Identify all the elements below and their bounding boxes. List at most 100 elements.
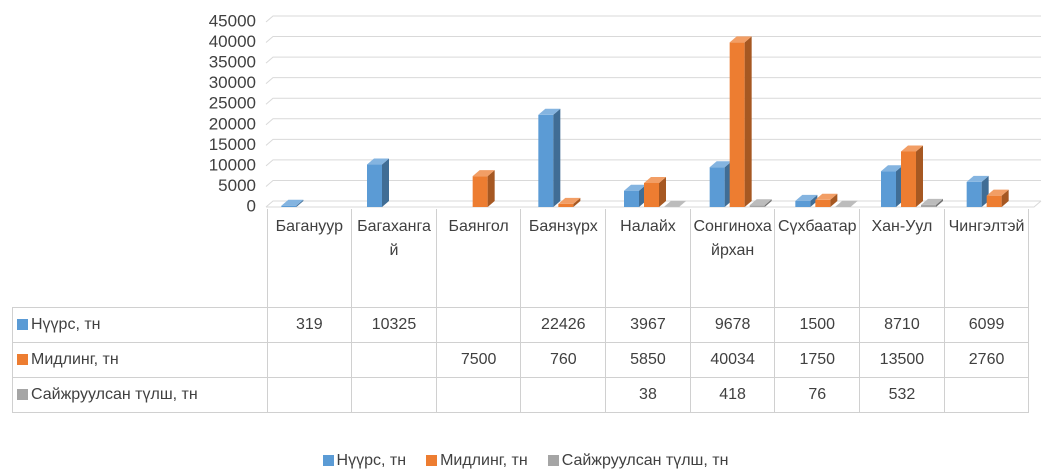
bar [815, 193, 838, 207]
table-cell [435, 377, 522, 413]
bar-side [679, 200, 686, 207]
bar-side [850, 200, 858, 207]
bar-side [659, 176, 666, 207]
table-cell: 3967 [605, 307, 691, 343]
cell-value: 418 [719, 386, 746, 403]
grid-line [265, 179, 1041, 187]
y-tick-label: 5000 [218, 176, 256, 195]
bar-side [916, 145, 923, 207]
bar-top [558, 197, 581, 204]
bar [709, 161, 732, 207]
series-name: Мидлинг, тн [31, 351, 119, 368]
bar [901, 145, 923, 207]
series-label: Сайжруулсан түлш, тн [12, 377, 268, 413]
bar [729, 36, 752, 208]
grid-line [265, 200, 1041, 208]
series-name: Нүүрс, тн [31, 316, 101, 333]
bar-top [966, 175, 989, 182]
bar-front [815, 199, 831, 207]
bar-front [921, 204, 936, 207]
cell-value: 8710 [884, 316, 920, 333]
table-row: Нүүрс, тн 319 10325 22426 3967 9678 1500 8710 60… [12, 307, 1030, 343]
table-cell: 760 [520, 342, 607, 378]
table-cell: 1500 [774, 307, 861, 343]
table-cell [266, 342, 353, 378]
legend-key [17, 319, 28, 330]
table-cell: 319 [266, 307, 353, 343]
legend-key [547, 455, 559, 466]
grid-line [265, 97, 1041, 105]
table-cell: 10325 [351, 307, 437, 343]
bar [749, 199, 772, 207]
table-row: Мидлинг, тн 7500 760 5850 40034 1750 13500 2760 [12, 342, 1030, 378]
table-cell [351, 342, 437, 378]
grid-line [265, 77, 1041, 85]
cell-value: 1500 [799, 316, 836, 333]
bar-front [558, 203, 574, 207]
bar-front [749, 205, 765, 207]
bar [472, 170, 495, 207]
bar-top [472, 170, 495, 177]
bar [835, 200, 858, 207]
x-tick-label: Чингэлтэй [943, 209, 1030, 308]
cell-value: 532 [888, 386, 916, 403]
bar-top [835, 200, 858, 207]
table-header-row: Багануур Багахангай Баянгол Баянзүрх Налайх С… [12, 209, 1030, 308]
series-label: Нүүрс, тн [12, 307, 268, 343]
grid-line [265, 159, 1041, 167]
bar-front [986, 195, 1002, 207]
table-row: Сайжруулсан түлш, тн 38 418 76 532 [12, 377, 1030, 413]
y-tick-label: 30000 [209, 73, 256, 92]
grid-line [265, 138, 1041, 146]
bar-front [901, 151, 916, 207]
table-cell: 7500 [435, 342, 522, 378]
bar [281, 199, 304, 207]
x-tick-label: Хан-Уул [859, 209, 945, 308]
x-tick-label: Багануур [266, 209, 353, 308]
bar-front [881, 171, 896, 207]
table-cell [943, 377, 1030, 413]
y-tick-label: 0 [247, 196, 256, 215]
cell-value: 9678 [714, 316, 751, 333]
cell-value: 7500 [460, 351, 497, 368]
cell-value: 760 [549, 351, 577, 368]
x-tick-label: Багахангай [351, 209, 437, 308]
cell-value: 40034 [710, 351, 755, 368]
x-tick-label: Сонгинохайрхан [689, 209, 776, 308]
table-cell [351, 377, 437, 413]
legend-item: Сайжруулсан түлш, тн [547, 452, 728, 469]
bar-side [553, 108, 561, 207]
bar-top [901, 145, 923, 152]
table-cell: 22426 [520, 307, 607, 343]
bar-side [936, 198, 943, 207]
legend-key [17, 389, 28, 400]
bar-side [573, 197, 581, 207]
cell-value: 13500 [879, 351, 925, 368]
bar [966, 175, 989, 207]
table-cell: 76 [774, 377, 861, 413]
series-label: Мидлинг, тн [12, 342, 268, 378]
cell-value: 10325 [371, 316, 417, 333]
legend-item: Мидлинг, тн [426, 452, 528, 469]
bar-top [815, 193, 838, 200]
grid-line [265, 36, 1041, 43]
y-tick-label: 35000 [209, 53, 256, 72]
bar-front [644, 182, 659, 207]
y-tick-label: 15000 [209, 135, 256, 154]
bar-top [986, 189, 1009, 196]
bar-side [1001, 189, 1009, 207]
bar-top [644, 176, 666, 183]
table-cell: 532 [859, 377, 945, 413]
table-cell: 418 [689, 377, 776, 413]
bar-side [744, 36, 752, 208]
table-cell [266, 377, 353, 413]
bar-top [881, 165, 903, 172]
table-cell: 5850 [605, 342, 691, 378]
bar-top [921, 198, 943, 205]
table-cell: 40034 [689, 342, 776, 378]
bar-front [367, 164, 382, 207]
bar-top [709, 161, 732, 168]
bar-side [382, 158, 389, 207]
bar [921, 198, 943, 207]
